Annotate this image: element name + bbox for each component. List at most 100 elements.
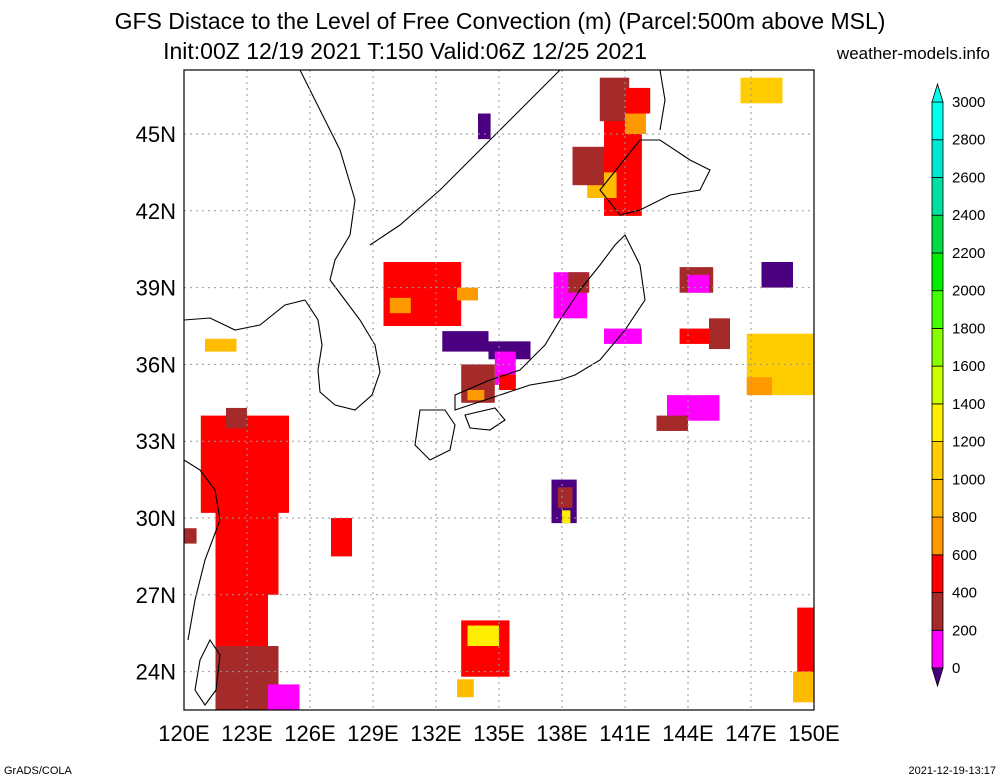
colorbar-label: 0 [952,660,960,677]
lfc-cell [761,262,793,288]
lat-label: 42N [136,199,176,224]
lfc-cell [226,407,247,429]
colorbar-label: 2000 [952,283,985,300]
lfc-cell [656,415,688,431]
colorbar-segment [931,441,944,480]
title-line2: Init:00Z 12/19 2021 T:150 Valid:06Z 12/2… [163,38,647,64]
lfc-cell [467,625,499,646]
coastline [183,299,306,641]
lfc-cell [557,487,573,508]
colorbar-segment [931,592,944,631]
colorbar-segment [931,403,944,443]
colorbar-segment [931,478,944,518]
lfc-cell [572,146,604,186]
lfc-cell [184,528,197,544]
coastline-layer [183,69,711,706]
lfc-cell [442,331,489,352]
lfc-field-layer [184,77,814,710]
lon-label: 129E [347,721,398,746]
coastline [299,69,561,281]
colorbar-segment [931,629,944,669]
lat-label: 33N [136,429,176,454]
colorbar-top-arrow [931,82,944,103]
footer-left: GrADS/COLA [4,765,72,777]
lfc-cell [389,297,411,314]
footer-right: 2021-12-19-13:17 [908,765,996,777]
lfc-cell [562,510,571,524]
colorbar-bottom-arrow [931,667,944,688]
lfc-cell [604,328,642,344]
lat-label: 45N [136,122,176,147]
colorbar-label: 2400 [952,207,985,224]
lfc-cell [478,113,491,140]
colorbar-segment [931,516,944,556]
lat-label: 30N [136,506,176,531]
coastline [599,139,711,216]
colorbar-segment [931,177,944,216]
lon-label: 141E [599,721,650,746]
lat-label: 27N [136,583,176,608]
colorbar: 0 200 400 600 800 1000 1200 1400 1600 1800 2000 220… [931,82,985,688]
lfc-cell [709,318,730,350]
coastline [659,69,666,131]
map-frame [183,69,815,711]
lfc-cell [746,377,772,396]
colorbar-label: 600 [952,547,977,564]
colorbar-segment [931,252,944,292]
lon-labels: 120E 123E 126E 129E 132E 135E 138E 141E 144E 147E… [158,721,839,746]
lfc-cell [383,262,462,326]
coastline [414,409,456,461]
lfc-cell [625,87,651,114]
colorbar-label: 1000 [952,471,985,488]
lat-labels: 24N 27N 30N 33N 36N 39N 42N 45N [136,122,176,685]
colorbar-segment [931,101,944,141]
lfc-cell [457,287,478,301]
lat-label: 39N [136,276,176,301]
lfc-cell [200,415,289,513]
colorbar-label: 2800 [952,132,985,149]
lfc-cell [331,518,352,557]
lon-label: 144E [662,721,713,746]
lfc-cell [679,328,709,344]
colorbar-label: 200 [952,622,977,639]
site-name: weather-models.info [836,44,990,63]
coastline [464,407,506,431]
lon-label: 120E [158,721,209,746]
colorbar-label: 1600 [952,358,985,375]
lfc-cell [499,374,516,390]
colorbar-label: 400 [952,585,977,602]
colorbar-segment [931,327,944,367]
colorbar-segment [931,554,944,593]
lfc-cell [797,607,814,693]
lon-label: 132E [410,721,461,746]
colorbar-label: 1800 [952,320,985,337]
lat-label: 24N [136,660,176,685]
lat-label: 36N [136,352,176,377]
colorbar-label: 800 [952,509,977,526]
coastline [454,234,646,411]
colorbar-label: 1200 [952,434,985,451]
lon-label: 126E [284,721,335,746]
lfc-cell [599,77,630,122]
lfc-cell [625,113,646,134]
coastline [194,638,221,706]
lfc-cell [740,77,783,104]
lon-label: 135E [473,721,524,746]
title-line1: GFS Distace to the Level of Free Convect… [114,8,886,34]
colorbar-label: 2600 [952,169,985,186]
lfc-cell [467,390,485,401]
colorbar-segment [931,365,944,405]
colorbar-label: 2200 [952,245,985,262]
lon-label: 123E [221,721,272,746]
lfc-cell [568,272,590,293]
lfc-cell [457,679,474,698]
lfc-cell [793,671,814,703]
lon-label: 138E [536,721,587,746]
lon-label: 150E [788,721,839,746]
lfc-cell [688,274,709,293]
lfc-cell [205,338,237,352]
colorbar-label: 1400 [952,396,985,413]
grid-layer [183,70,815,710]
colorbar-segment [931,139,944,178]
